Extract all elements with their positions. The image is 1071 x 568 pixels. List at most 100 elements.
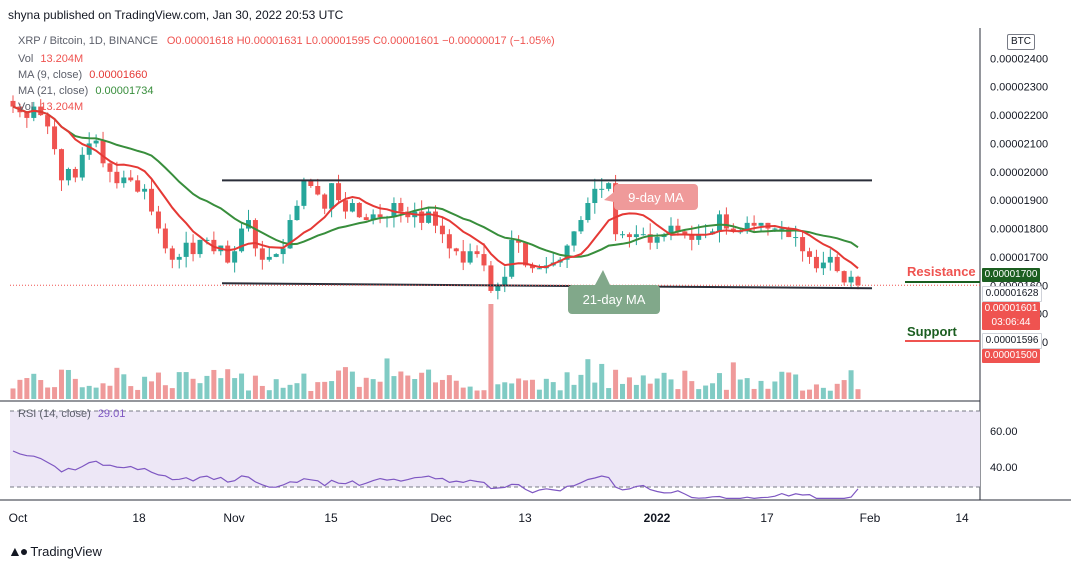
candle-body <box>149 188 155 212</box>
tradingview-footer[interactable]: ▲● TradingView <box>8 543 102 559</box>
candle-body <box>488 265 494 291</box>
volume-bar <box>460 387 466 399</box>
volume-bar <box>370 379 376 399</box>
candle-body <box>58 149 64 181</box>
volume-bar <box>405 375 411 399</box>
volume-bar <box>446 375 452 399</box>
volume-bar <box>24 378 30 399</box>
time-axis[interactable]: Oct 18 Nov 15 Dec 13 2022 17 Feb 14 <box>9 511 969 525</box>
time-tick-label: Feb <box>860 511 881 525</box>
volume-bar <box>467 386 473 399</box>
candle-body <box>121 177 127 184</box>
candle-body <box>72 168 78 178</box>
rsi-band <box>10 411 980 487</box>
rsi-tick-60: 60.00 <box>990 426 1018 438</box>
candle-body <box>474 251 480 255</box>
volume-bar <box>502 382 508 399</box>
time-tick-label: Dec <box>430 511 451 525</box>
candlesticks <box>10 95 861 300</box>
volume-bar <box>758 380 764 399</box>
candle-body <box>259 248 265 260</box>
volume-bar <box>86 385 92 399</box>
candle-body <box>460 251 466 263</box>
candle-body <box>453 248 459 252</box>
volume-bar <box>592 382 598 399</box>
candle-body <box>564 245 570 260</box>
candle-body <box>287 220 293 249</box>
chart-area[interactable]: 9-day MA 21-day MA Resistance Support 0.… <box>0 28 1071 533</box>
candle-body <box>245 220 251 229</box>
volume-bar <box>495 384 501 399</box>
volume-bar <box>225 369 231 399</box>
volume-bar <box>585 359 591 399</box>
volume-bar <box>848 370 854 399</box>
volume-bar <box>474 390 480 399</box>
candle-body <box>516 239 522 243</box>
volume-bar <box>633 384 639 399</box>
volume-bar <box>813 384 819 399</box>
price-tick-label: 0.00002000 <box>990 167 1048 179</box>
legend-rsi-row: RSI (14, close) 29.01 <box>18 408 125 420</box>
volume-bar <box>211 369 217 399</box>
legend-rsi-label: RSI (14, close) <box>18 408 91 420</box>
candle-body <box>467 251 473 263</box>
volume-bar <box>827 390 833 399</box>
volume-bar <box>162 385 168 399</box>
volume-bar <box>571 384 577 399</box>
candle-body <box>502 276 508 286</box>
legend-vol2-value: 13.204M <box>40 101 84 113</box>
volume-bar <box>599 363 605 399</box>
volume-bar <box>426 369 432 399</box>
candle-body <box>107 163 113 172</box>
legend-vol-label: Vol <box>18 53 34 65</box>
volume-bar <box>183 372 189 399</box>
volume-bar <box>218 378 224 399</box>
legend-volume-row: Vol 13.204M <box>18 53 83 65</box>
volume-bar <box>703 385 709 399</box>
candle-body <box>633 234 639 238</box>
volume-bar <box>398 371 404 399</box>
rsi-tick-40: 40.00 <box>990 462 1018 474</box>
candle-body <box>855 276 861 286</box>
volume-bar <box>481 390 487 399</box>
candle-body <box>744 222 750 232</box>
price-chart-svg[interactable]: 9-day MA 21-day MA Resistance Support 0.… <box>0 28 1071 533</box>
volume-bar <box>419 372 425 399</box>
volume-bar <box>730 362 736 399</box>
candle-body <box>183 242 189 257</box>
volume-bar <box>121 374 127 399</box>
candle-body <box>308 180 314 186</box>
candle-body <box>716 214 722 232</box>
volume-bar <box>661 372 667 399</box>
candle-body <box>252 220 258 249</box>
candle-body <box>668 225 674 235</box>
ma21-price-badge: 0.00001700 <box>982 268 1040 282</box>
candle-body <box>190 242 196 255</box>
currency-badge[interactable]: BTC <box>1007 34 1035 50</box>
ma21-callout: 21-day MA <box>568 270 660 314</box>
volume-bar <box>107 385 113 399</box>
volume-bar <box>391 376 397 399</box>
volume-bar <box>723 389 729 399</box>
volume-bar <box>779 371 785 399</box>
candle-body <box>578 220 584 232</box>
legend-ma9-label: MA (9, close) <box>18 69 83 81</box>
volume-bar <box>356 386 362 399</box>
ma9-callout-text: 9-day MA <box>628 190 684 205</box>
volume-bar <box>841 380 847 399</box>
candle-body <box>599 188 605 190</box>
volume-bar <box>696 389 702 399</box>
candle-body <box>93 140 99 144</box>
volume-bar <box>737 379 743 399</box>
legend-vol2-label: Vol <box>18 101 34 113</box>
volume-bar <box>31 373 37 399</box>
volume-bar <box>529 379 535 399</box>
candle-body <box>433 211 438 226</box>
volume-bar <box>488 304 494 399</box>
candle-body <box>758 222 764 226</box>
volume-bar <box>689 381 695 399</box>
candle-body <box>606 183 612 189</box>
time-tick-label: 13 <box>518 511 532 525</box>
volume-bar <box>280 387 286 399</box>
candle-body <box>751 222 757 226</box>
